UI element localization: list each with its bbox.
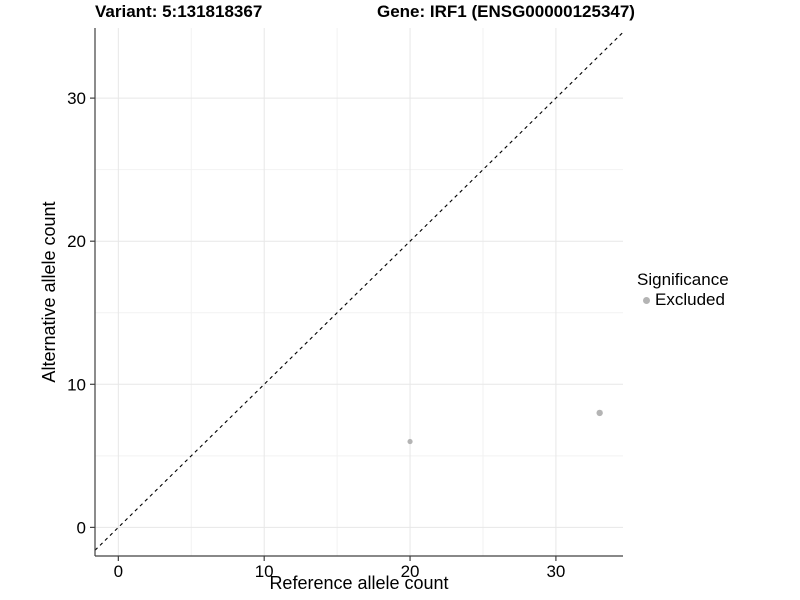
y-tick-label: 0	[77, 518, 86, 537]
x-tick-label: 20	[401, 562, 420, 581]
y-tick-label: 20	[67, 232, 86, 251]
y-tick-label: 30	[67, 89, 86, 108]
legend-marker-circle-icon	[643, 296, 650, 304]
y-tick-label: 10	[67, 375, 86, 394]
y-axis-title: Alternative allele count	[39, 201, 59, 383]
x-tick-label: 10	[255, 562, 274, 581]
legend-item: Excluded	[637, 290, 729, 310]
identity-line	[94, 31, 624, 551]
x-axis-title: Reference allele count	[269, 573, 449, 593]
legend-title: Significance	[637, 270, 729, 289]
legend: Significance Excluded	[637, 270, 729, 310]
x-tick-label: 30	[546, 562, 565, 581]
x-tick-label: 0	[114, 562, 123, 581]
legend-item-label: Excluded	[655, 290, 725, 309]
legend-items: Excluded	[637, 290, 729, 310]
gene-title: Gene: IRF1 (ENSG00000125347)	[377, 2, 635, 21]
variant-title: Variant: 5:131818367	[95, 2, 263, 21]
data-point	[596, 409, 603, 417]
data-point	[407, 438, 413, 445]
